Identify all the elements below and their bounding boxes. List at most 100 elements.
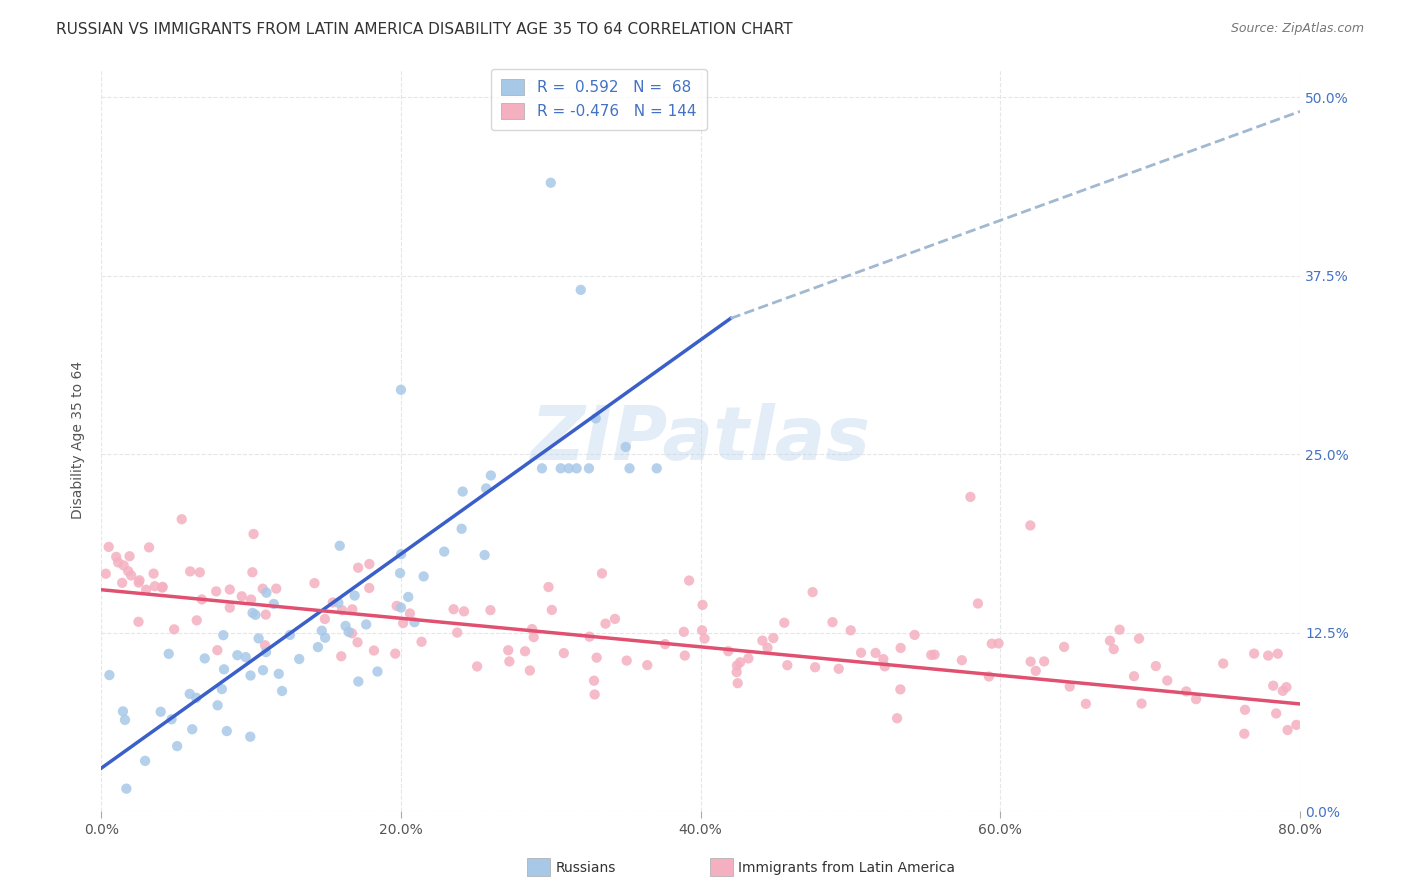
Point <box>207 643 229 657</box>
Point <box>252 582 274 596</box>
Point <box>307 640 329 654</box>
Point <box>288 652 311 666</box>
Point <box>1271 684 1294 698</box>
Point <box>346 635 368 649</box>
Point <box>1257 648 1279 663</box>
Point <box>170 512 193 526</box>
Point <box>252 663 274 677</box>
Point <box>1275 680 1298 694</box>
Point <box>212 662 235 676</box>
Point <box>226 648 249 663</box>
Point <box>1130 697 1153 711</box>
Point <box>550 461 572 475</box>
Point <box>873 659 896 673</box>
Point <box>278 628 301 642</box>
Point <box>801 585 824 599</box>
Point <box>1263 679 1285 693</box>
Point <box>263 597 285 611</box>
Point <box>253 638 276 652</box>
Point <box>97 540 120 554</box>
Point <box>389 600 412 615</box>
Point <box>1019 518 1042 533</box>
Point <box>347 560 370 574</box>
Point <box>654 637 676 651</box>
Point <box>585 411 607 425</box>
Point <box>450 522 472 536</box>
Point <box>553 646 575 660</box>
Point <box>359 581 381 595</box>
Point <box>114 713 136 727</box>
Point <box>1265 706 1288 721</box>
Point <box>453 604 475 618</box>
Point <box>304 576 326 591</box>
Point <box>366 665 388 679</box>
Point <box>111 575 134 590</box>
Point <box>540 603 562 617</box>
Point <box>865 646 887 660</box>
Point <box>498 655 520 669</box>
Point <box>1053 640 1076 654</box>
Point <box>479 468 502 483</box>
Point <box>404 615 426 630</box>
Point <box>987 636 1010 650</box>
Point <box>886 711 908 725</box>
Point <box>558 461 581 475</box>
Point <box>773 615 796 630</box>
Point <box>211 681 233 696</box>
Point <box>513 644 536 658</box>
Point <box>519 664 541 678</box>
Point <box>142 566 165 581</box>
Point <box>412 569 434 583</box>
Point <box>264 582 287 596</box>
Point <box>636 658 658 673</box>
Point <box>105 549 128 564</box>
Point <box>163 623 186 637</box>
Point <box>616 654 638 668</box>
Point <box>890 640 912 655</box>
Point <box>496 643 519 657</box>
Point <box>181 723 204 737</box>
Text: ZIPatlas: ZIPatlas <box>530 403 870 476</box>
Point <box>1033 654 1056 668</box>
Point <box>389 383 412 397</box>
Point <box>950 653 973 667</box>
Point <box>354 617 377 632</box>
Point <box>128 575 150 590</box>
Point <box>540 176 562 190</box>
Point <box>1074 697 1097 711</box>
Point <box>340 626 363 640</box>
Point <box>322 595 344 609</box>
Point <box>924 648 946 662</box>
Point <box>194 651 217 665</box>
Point <box>872 652 894 666</box>
Point <box>235 650 257 665</box>
Point <box>1234 703 1257 717</box>
Point <box>762 631 785 645</box>
Point <box>690 624 713 638</box>
Point <box>776 658 799 673</box>
Point <box>239 730 262 744</box>
Point <box>337 624 360 639</box>
Point <box>980 637 1002 651</box>
Point <box>94 566 117 581</box>
Point <box>143 579 166 593</box>
Point <box>231 589 253 603</box>
Point <box>218 582 240 597</box>
Point <box>1123 669 1146 683</box>
Point <box>1102 642 1125 657</box>
Point <box>1185 692 1208 706</box>
Point <box>959 490 981 504</box>
Point <box>247 632 270 646</box>
Point <box>205 584 228 599</box>
Point <box>889 682 911 697</box>
Point <box>673 648 696 663</box>
Point <box>330 603 353 617</box>
Point <box>967 597 990 611</box>
Point <box>828 662 851 676</box>
Point <box>751 633 773 648</box>
Point <box>311 624 333 638</box>
Point <box>725 658 748 673</box>
Point <box>839 624 862 638</box>
Point <box>475 482 498 496</box>
Point <box>385 599 408 613</box>
